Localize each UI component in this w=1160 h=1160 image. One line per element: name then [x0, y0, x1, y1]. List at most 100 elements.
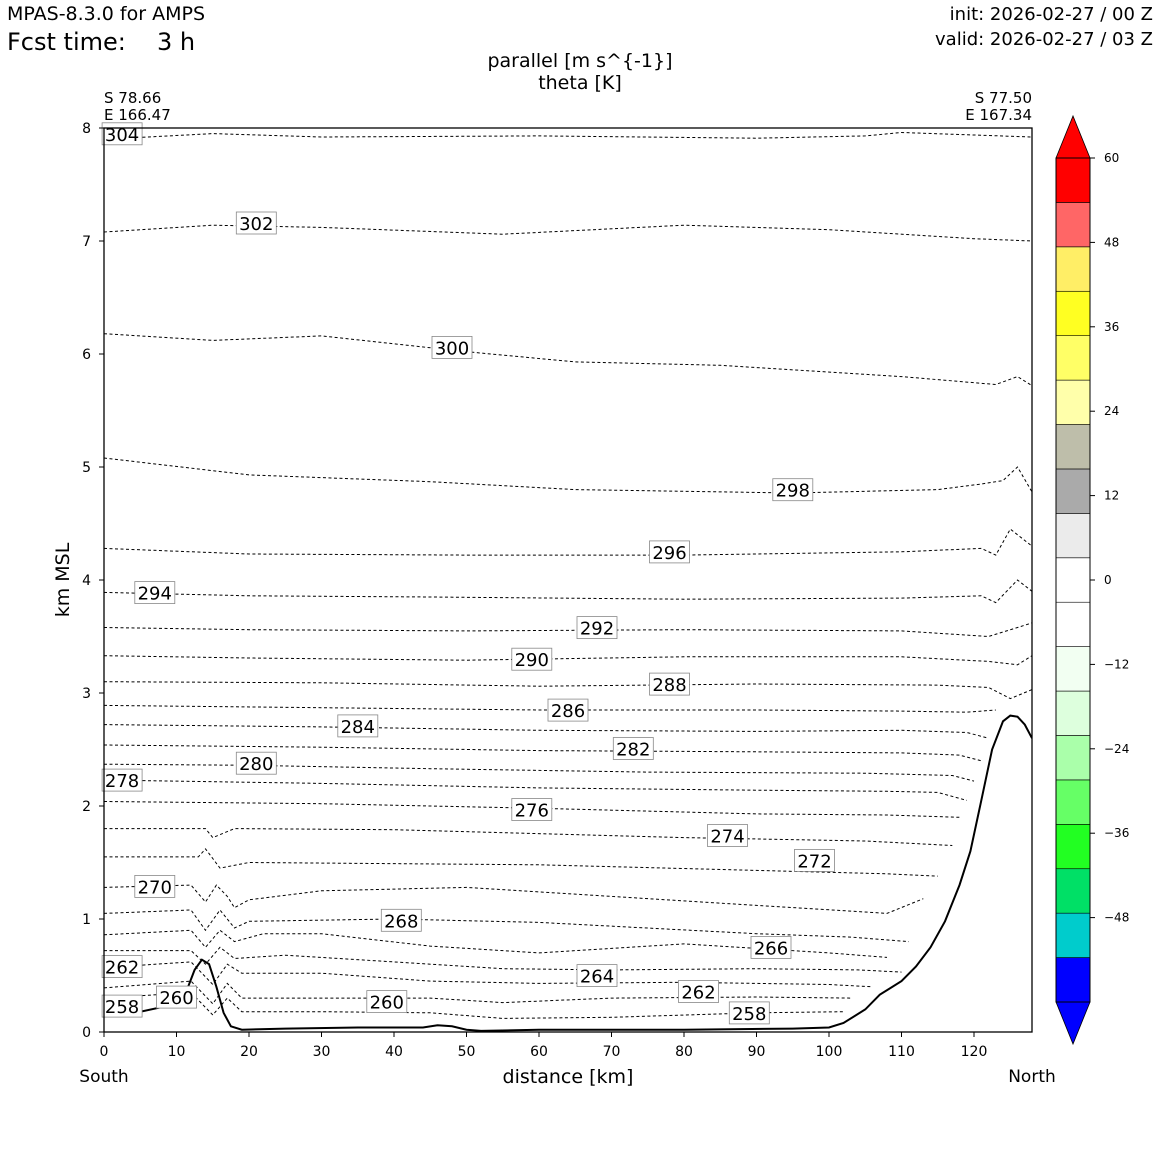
colorbar-segment	[1055, 646, 1091, 692]
contour-label-268: 268	[380, 908, 422, 932]
contour-label-294: 294	[134, 581, 176, 605]
theta-contour-274	[104, 828, 953, 846]
theta-contour-300	[104, 333, 1032, 387]
colorbar-segment	[1055, 735, 1091, 781]
theta-contour-284	[104, 724, 989, 739]
contour-label-text: 258	[732, 1004, 766, 1025]
contour-label-text: 304	[105, 125, 139, 146]
contour-label-260: 260	[156, 985, 197, 1009]
contour-label-258: 258	[101, 994, 143, 1018]
plot-frame	[103, 127, 1033, 1033]
colorbar-tick-label: −12	[1104, 657, 1129, 671]
valid-time: valid: 2026-02-27 / 03 Z	[935, 29, 1153, 50]
left-coord-lat: S 78.66	[104, 89, 161, 107]
x-tick-label: 70	[603, 1044, 621, 1060]
contour-label-300: 300	[431, 335, 473, 359]
contour-label-292: 292	[576, 616, 618, 640]
x-right-label: North	[1008, 1067, 1056, 1087]
colorbar-segment	[1055, 424, 1091, 470]
terrain-line	[104, 714, 1032, 1032]
x-tick-label: 40	[385, 1044, 403, 1060]
contour-label-text: 260	[370, 993, 404, 1014]
contour-labels: 304 302 300 298 296 294 292 290 288 286 284 282 280 2…	[101, 122, 835, 1025]
contour-label-276: 276	[511, 798, 553, 822]
colorbar-segment	[1055, 335, 1091, 381]
x-tick-label: 30	[313, 1044, 331, 1060]
theta-contour-296	[104, 528, 1032, 556]
contour-label-text: 282	[616, 740, 650, 761]
contour-label-text: 258	[105, 997, 139, 1018]
colorbar-segment	[1055, 557, 1091, 603]
colorbar-segment	[1055, 868, 1091, 914]
contour-label-262: 262	[101, 955, 143, 979]
x-tick-label: 20	[240, 1044, 258, 1060]
colorbar-under-arrow	[1055, 1001, 1091, 1046]
fcst-time-value: 3 h	[157, 28, 196, 56]
theta-contour-268	[104, 909, 909, 943]
contour-label-text: 264	[580, 967, 614, 988]
colorbar-segment	[1055, 824, 1091, 870]
colorbar-segment	[1055, 468, 1091, 514]
x-tick-label: 60	[530, 1044, 548, 1060]
theta-contour-258	[104, 991, 844, 1019]
contour-label-text: 280	[239, 754, 273, 775]
contour-label-284: 284	[337, 714, 379, 738]
colorbar-tick-label: 60	[1104, 151, 1119, 165]
x-tick-label: 110	[888, 1044, 915, 1060]
contour-label-278: 278	[101, 768, 143, 792]
x-left-label: South	[79, 1067, 128, 1087]
colorbar-tick-label: 48	[1104, 235, 1119, 249]
contour-label-text: 302	[239, 214, 273, 235]
contour-label-260: 260	[366, 990, 408, 1014]
theta-contour-266	[104, 929, 888, 958]
contour-label-text: 284	[341, 717, 375, 738]
contour-label-text: 262	[681, 983, 715, 1004]
contour-label-280: 280	[235, 751, 277, 775]
colorbar-segment	[1055, 202, 1091, 248]
theta-contour-260	[104, 980, 851, 1005]
contour-label-258: 258	[728, 1001, 770, 1025]
fcst-time-label: Fcst time:	[7, 28, 126, 56]
contour-label-text: 292	[580, 619, 614, 640]
chart-title-line1: parallel [m s^{-1}]	[487, 50, 672, 72]
x-tick-label: 120	[961, 1044, 988, 1060]
theta-contour-270	[104, 884, 924, 914]
colorbar-segment	[1055, 290, 1091, 336]
x-tick-label: 90	[748, 1044, 766, 1060]
x-axis-label: distance [km]	[503, 1066, 634, 1088]
x-tick-label: 50	[458, 1044, 476, 1060]
x-tick-label: 100	[816, 1044, 843, 1060]
y-tick-label: 5	[82, 460, 91, 476]
contour-label-304: 304	[101, 122, 143, 146]
y-tick-label: 3	[82, 686, 91, 702]
colorbar-segment	[1055, 957, 1091, 1003]
chart-title-line2: theta [K]	[538, 72, 622, 94]
colorbar-tick-label: −36	[1104, 826, 1129, 840]
y-tick-label: 0	[82, 1025, 91, 1041]
x-axis-ticks: 0 10 20 30 40 50 60 70 80 90 100 110 120	[100, 1032, 988, 1060]
colorbar-segment	[1055, 157, 1091, 203]
model-title: MPAS-8.3.0 for AMPS	[7, 3, 206, 25]
colorbar-segment	[1055, 601, 1091, 647]
y-axis-label: km MSL	[52, 542, 74, 617]
colorbar-segment	[1055, 379, 1091, 425]
contour-label-text: 288	[652, 675, 686, 696]
y-tick-label: 8	[82, 121, 91, 137]
colorbar-segment	[1055, 513, 1091, 559]
y-tick-label: 7	[82, 234, 91, 250]
colorbar-tick-label: 24	[1104, 404, 1119, 418]
theta-contour-302	[104, 224, 1032, 242]
theta-contour-278	[104, 779, 967, 801]
theta-contours	[104, 131, 1032, 1019]
theta-contour-280	[104, 763, 975, 782]
contour-label-text: 260	[159, 988, 193, 1009]
x-tick-label: 10	[168, 1044, 186, 1060]
contour-label-text: 270	[138, 877, 172, 898]
colorbar-tick-label: 0	[1104, 573, 1112, 587]
theta-contour-292	[104, 622, 1032, 638]
theta-contour-288	[104, 681, 1032, 700]
contour-label-text: 294	[138, 584, 172, 605]
contour-label-266: 266	[750, 936, 792, 959]
y-tick-label: 1	[82, 912, 91, 928]
